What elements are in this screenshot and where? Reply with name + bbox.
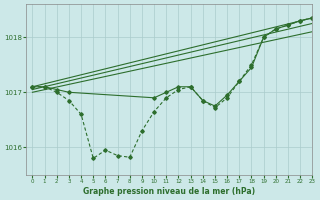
X-axis label: Graphe pression niveau de la mer (hPa): Graphe pression niveau de la mer (hPa) (83, 187, 255, 196)
